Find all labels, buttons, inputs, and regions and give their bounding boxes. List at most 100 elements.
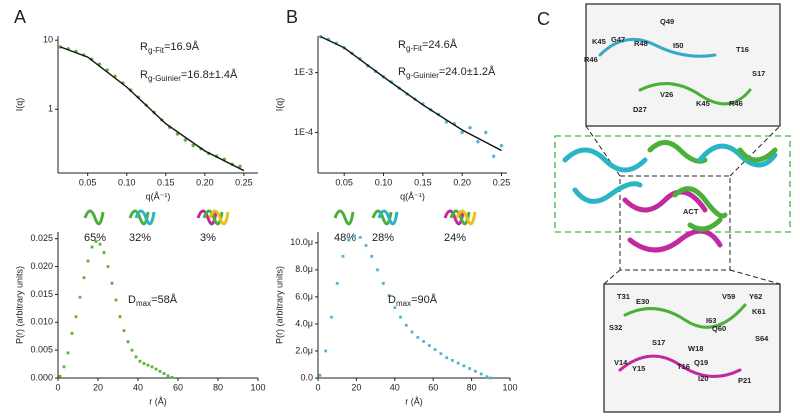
data-point [410,330,414,334]
residue-label: T16 [677,362,690,371]
zoom-box [603,283,781,413]
data-point [376,268,379,272]
data-point [126,340,130,344]
x-tick-label: 0.25 [235,177,253,187]
y-tick-label: 0.015 [30,289,53,299]
x-tick-label: 40 [133,382,143,392]
y-tick-label: 0.010 [30,317,53,327]
x-tick-label: 100 [250,382,265,392]
data-point [150,365,154,369]
data-point [191,143,195,148]
dimer-box [554,135,791,233]
data-point [238,164,242,168]
data-point [102,251,106,255]
y-tick-label: 8.0μ [295,264,313,274]
data-point [170,376,174,379]
annotation-main: D [128,294,136,306]
y-tick-label: 0.005 [30,345,53,355]
ribbons [562,37,778,378]
data-point [341,254,345,258]
data-point [381,281,385,285]
residue-label: I20 [698,374,708,383]
residue-label: S17 [652,338,665,347]
data-point [387,294,391,297]
panel-label: B [286,7,298,27]
data-point [138,359,142,363]
data-point [78,295,82,299]
data-point [154,367,158,371]
annotation-rest: =24.0±1.2Å [439,65,496,78]
data-point [460,130,464,135]
component-percent: 28% [372,232,394,244]
data-point [86,259,90,263]
residue-label: S17 [752,69,765,78]
y-tick-label: 10 [43,35,53,45]
x-axis-label: q(Å⁻¹) [146,191,171,201]
x-tick-label: 20 [351,382,361,392]
annotation: Rg-Guinier=24.0±1.2Å [398,65,496,80]
y-axis-label: P(r) (arbitrary units) [274,266,284,344]
data-point [456,361,460,365]
data-point [358,236,362,239]
annotation-rest: =24.6Å [422,38,458,51]
data-point [122,329,126,333]
annotation-sub: max [396,299,411,308]
data-point [462,364,466,368]
x-tick-label: 0.05 [79,177,97,187]
residue-label: K45 [696,99,710,108]
data-point [118,315,122,319]
y-axis-label: I(q) [274,98,284,112]
annotation: Rg-Guinier=16.8±1.4Å [140,68,238,83]
connector [729,125,781,177]
data-point [468,367,472,370]
data-point [146,363,150,367]
annotation-sub: g-Fit [148,46,165,55]
annotation-rest: =16.8±1.4Å [181,68,238,81]
y-axis-label: I(q) [14,98,24,112]
component-icon [208,209,230,226]
annotation-sub: g-Fit [406,44,423,53]
x-tick-label: 0.15 [157,177,175,187]
y-tick-label: 10.0μ [290,237,313,247]
x-tick-label: 20 [93,382,103,392]
y-tick-label: 1 [48,104,53,114]
data-point [74,315,78,319]
data-point [90,245,94,249]
annotation-main: R [140,69,148,81]
y-tick-label: 1E-4 [294,127,313,137]
y-axis-label: P(r) (arbitrary units) [14,266,24,344]
data-point [416,336,420,339]
data-point [474,369,477,373]
data-point [433,348,437,352]
annotation-rest: =58Å [151,293,178,306]
residue-label: S32 [609,323,622,332]
residue-label: V26 [660,90,673,99]
data-point [485,375,489,379]
panel-label: C [537,9,550,29]
component-percent: 32% [129,232,151,244]
annotation: Dmax=58Å [128,293,178,308]
structure-panel [554,3,791,413]
annotation-main: D [388,294,396,306]
y-tick-label: 1E-3 [294,67,313,77]
y-tick-label: 0.020 [30,261,53,271]
data-point [489,376,493,380]
data-point [353,234,356,238]
x-tick-label: 0.10 [118,177,136,187]
data-point [94,240,98,243]
data-point [166,374,170,378]
y-tick-label: 6.0μ [295,291,313,301]
data-point [82,276,86,280]
component-percent: 65% [84,232,106,244]
residue-label: V14 [614,358,628,367]
data-point [130,348,134,352]
residue-label: D27 [633,105,647,114]
x-tick-label: 60 [173,382,183,392]
data-point [110,281,114,285]
residue-label: K45 [592,37,606,46]
connector [603,269,621,285]
data-point [162,372,166,375]
annotation-main: R [398,66,406,78]
residue-label: Q19 [694,358,708,367]
data-point [347,238,351,242]
